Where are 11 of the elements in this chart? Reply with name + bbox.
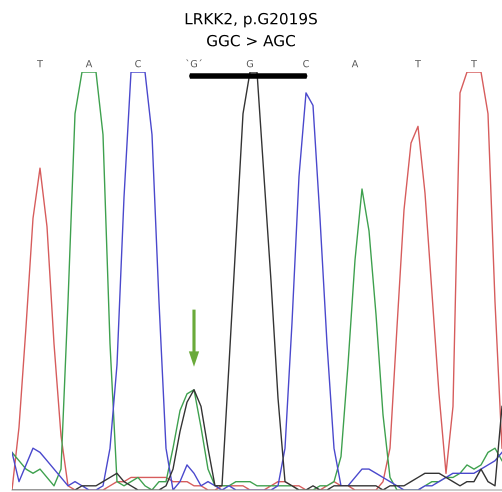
x-tick-label: T: [471, 60, 477, 68]
chart-title: LRKK2, p.G2019S: [186, 12, 317, 28]
x-tick-label: C: [135, 60, 141, 68]
chart-subtitle: GGC > AGC: [207, 34, 295, 46]
x-tick-label: A: [352, 60, 358, 68]
x-tick-label: T: [415, 60, 421, 68]
x-tick-label: T: [37, 60, 43, 68]
x-tick-label: A: [86, 60, 92, 68]
x-tick-label: G: [246, 60, 253, 68]
x-tick-label: `G´: [186, 59, 202, 68]
x-tick-label: C: [303, 60, 309, 68]
